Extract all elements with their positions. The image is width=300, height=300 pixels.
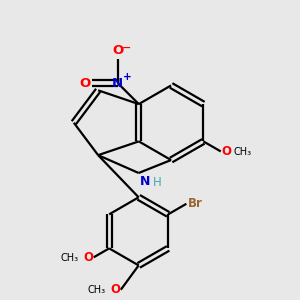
Text: CH₃: CH₃ <box>60 253 78 263</box>
Text: −: − <box>122 43 131 53</box>
Text: Br: Br <box>188 197 203 210</box>
Text: O: O <box>110 283 120 296</box>
Text: +: + <box>122 71 131 82</box>
Text: O: O <box>222 145 232 158</box>
Text: N: N <box>140 175 151 188</box>
Text: O: O <box>83 251 93 264</box>
Text: O: O <box>79 76 90 89</box>
Text: CH₃: CH₃ <box>87 285 105 296</box>
Text: H: H <box>153 176 162 189</box>
Text: CH₃: CH₃ <box>234 147 252 157</box>
Text: O: O <box>112 44 123 57</box>
Text: N: N <box>112 76 123 89</box>
